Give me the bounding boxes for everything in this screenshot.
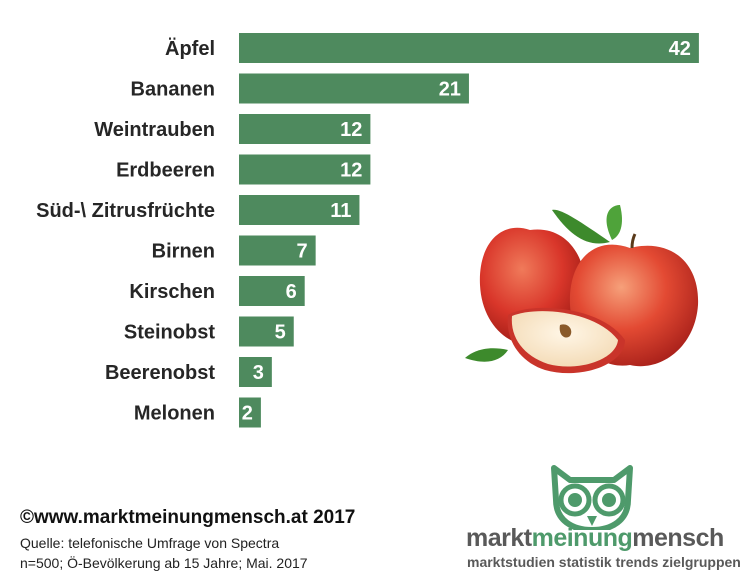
owl-logo-icon [551,465,633,530]
bar [239,357,272,387]
category-label: Weintrauben [94,119,215,141]
copyright-text: ©www.marktmeinungmensch.at 2017 [20,507,356,528]
category-label: Erdbeeren [116,160,215,182]
bar [239,235,316,266]
category-label: Beerenobst [105,362,215,384]
source-line-2: n=500; Ö-Bevölkerung ab 15 Jahre; Mai. 2… [20,555,308,571]
value-label: 12 [340,119,362,141]
value-label: 6 [286,281,297,303]
value-label: 2 [242,403,253,425]
logo-wordmark: marktmeinungmensch [466,524,724,553]
bar [239,73,469,104]
bar [239,154,371,185]
value-label: 42 [669,38,691,60]
category-label: Steinobst [124,322,215,344]
bar-chart: Äpfel 42 Bananen 21 Weintrauben 12 Erdbeeren 12… [36,33,699,428]
value-label: 3 [253,362,264,384]
bar [239,195,360,225]
logo-tagline: marktstudien statistik trends zielgruppe… [467,554,741,570]
source-line-1: Quelle: telefonische Umfrage von Spectra [20,535,280,551]
category-label: Kirschen [129,281,215,303]
bar [239,316,294,347]
bar [239,397,261,428]
logo-word-mensch: mensch [632,524,724,552]
logo-word-markt: markt [466,524,532,552]
category-label: Äpfel [165,37,215,60]
category-label: Bananen [131,79,215,101]
logo-word-meinung: meinung [531,524,633,552]
bar [239,276,305,306]
bar [239,33,699,63]
brand-logo: marktmeinungmensch marktstudien statisti… [466,460,746,578]
value-label: 5 [275,322,286,344]
category-label: Melonen [134,403,215,425]
apple-illustration [465,205,699,374]
category-label: Süd-\ Zitrusfrüchte [36,200,215,222]
value-label: 21 [439,79,461,101]
value-label: 11 [330,200,351,222]
category-label: Birnen [152,241,215,263]
bar [239,114,371,144]
value-label: 12 [340,160,362,182]
value-label: 7 [297,241,308,263]
